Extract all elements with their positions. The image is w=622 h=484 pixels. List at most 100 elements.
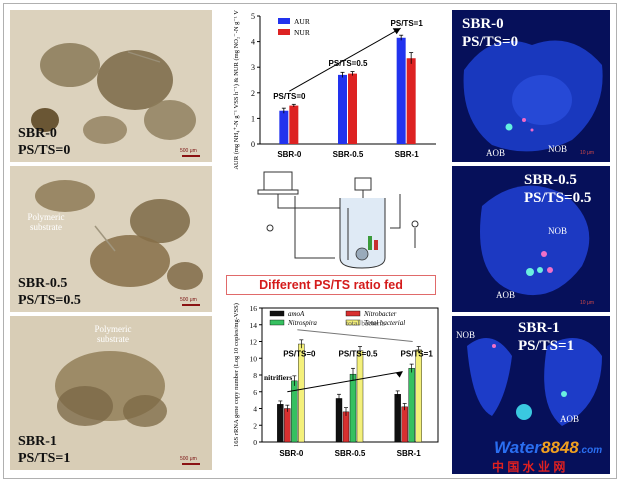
- legend-swatch: [269, 310, 285, 317]
- panel-label-psts: PS/TS=0.5: [18, 293, 81, 308]
- ps-ts-annotation: PS/TS=0: [283, 350, 316, 359]
- reactor-diagram: [257, 171, 419, 269]
- panel-label-psts: PS/TS=1: [18, 451, 71, 466]
- y-tick-label: 14: [250, 321, 258, 330]
- panel-label-sbr: SBR-0.5: [524, 172, 577, 188]
- total-bacteria-annotation: total bacteria: [346, 319, 386, 328]
- legend-swatch: [345, 310, 361, 317]
- bar-nitrobacter: [284, 408, 291, 443]
- scale-bar: [182, 155, 200, 157]
- watermark-brand: Water8848.com: [494, 438, 602, 458]
- trend-arrow-head: [392, 28, 401, 35]
- fish-image-sbr-05: SBR-0.5 PS/TS=0.5 NOB AOB 10 μm: [452, 166, 610, 312]
- scale-bar: [182, 304, 200, 306]
- bar-total-bacterial: [415, 349, 422, 443]
- y-tick-label: 3: [251, 63, 255, 72]
- nitrifier-trend-arrow: [287, 371, 403, 393]
- bar-nitrobacter: [401, 406, 408, 443]
- scale-label: 10 μm: [580, 150, 594, 156]
- panel-label-sbr: SBR-0.5: [18, 276, 68, 291]
- legend-label-aur: AUR: [294, 17, 310, 26]
- y-tick-label: 16: [250, 304, 258, 313]
- x-tick-label: SBR-0: [279, 449, 304, 458]
- watermark-brand-num: 8848: [540, 438, 579, 457]
- bar-aur: [338, 74, 347, 144]
- panel-label-sbr: SBR-1: [518, 320, 560, 336]
- y-tick-label: 4: [251, 38, 255, 47]
- panel-label-psts: PS/TS=0: [18, 143, 71, 158]
- ps-ts-annotation: PS/TS=0: [273, 92, 306, 101]
- panel-label-sbr: SBR-1: [18, 434, 57, 449]
- aob-label: AOB: [560, 414, 580, 424]
- legend-swatch: [345, 319, 361, 326]
- floc-image: [10, 166, 212, 312]
- x-tick-label: SBR-1: [397, 449, 422, 458]
- y-tick-label: 1: [251, 114, 255, 123]
- watermark-brand-left: Water: [494, 438, 541, 457]
- legend-label-nur: NUR: [294, 28, 310, 37]
- bar-aur: [279, 110, 289, 144]
- fish-image: [452, 316, 610, 436]
- nob-label: NOB: [456, 330, 476, 340]
- ps-ts-banner: Different PS/TS ratio fed: [226, 275, 436, 295]
- trend-arrow: [289, 27, 401, 92]
- panel-label-sbr: SBR-0: [462, 16, 504, 32]
- scale-label: 10 μm: [580, 300, 594, 306]
- legend-label: Nitrospira: [287, 319, 317, 327]
- bar-aur: [396, 37, 406, 144]
- bar-total-bacterial: [298, 343, 305, 443]
- y-tick-label: 4: [253, 405, 257, 414]
- watermark: Water8848.com 中 国 水 业 网: [452, 436, 610, 474]
- legend-swatch: [269, 319, 285, 326]
- micrograph-sbr-1: Polymeric substrate SBR-1 PS/TS=1 500 μm: [10, 316, 212, 470]
- ps-ts-annotation: PS/TS=1: [391, 19, 424, 28]
- bar-amoa: [335, 398, 343, 443]
- figure-frame: [3, 3, 617, 479]
- x-tick-label: SBR-1: [395, 150, 420, 159]
- nitrifier-arrow-head: [395, 371, 403, 378]
- rate-chart-svg: 0 1 2 3 4 5 AUR (mg NH₄⁺-N g⁻¹ VSS h⁻¹) & NUR …: [233, 0, 436, 170]
- ps-ts-annotation: PS/TS=0.5: [329, 59, 368, 68]
- fish-image-sbr-0: SBR-0 PS/TS=0 AOB NOB 10 μm: [452, 10, 610, 162]
- fish-image: [452, 166, 610, 312]
- panel-label-sbr: SBR-0: [18, 126, 57, 141]
- total-trend-arrow: [297, 329, 413, 342]
- bar-nitrospira: [349, 373, 357, 443]
- y-tick-label: 12: [250, 338, 258, 347]
- scale-label: 500 μm: [180, 297, 197, 303]
- x-tick-label: SBR-0: [277, 150, 302, 159]
- scale-bar: [182, 463, 200, 465]
- x-tick-label: SBR-0.5: [335, 449, 366, 458]
- legend-label: Total bacterial: [364, 319, 405, 327]
- scale-label: 500 μm: [180, 148, 197, 154]
- bar-total-bacterial: [356, 350, 364, 443]
- nob-label: NOB: [548, 144, 568, 154]
- y-tick-label: 10: [250, 354, 258, 363]
- floc-image: [10, 316, 212, 470]
- legend-label: amoA: [288, 310, 305, 318]
- ps-ts-annotation: PS/TS=0.5: [339, 350, 378, 359]
- legend-swatch-nur: [278, 29, 290, 35]
- x-tick-label: SBR-0.5: [333, 150, 364, 159]
- gene-copy-chart-svg: 0 2 4 6 8 10 12 14 16 16S rRNA gene copy number (…: [233, 303, 439, 458]
- watermark-brand-tld: .com: [578, 445, 603, 456]
- scale-label: 500 μm: [180, 456, 197, 462]
- legend-swatch-aur: [278, 18, 290, 24]
- nob-label: NOB: [548, 226, 568, 236]
- y-tick-label: 5: [251, 12, 255, 21]
- gene-copy-chart: 0 2 4 6 8 10 12 14 16 16S rRNA gene copy number (…: [226, 300, 444, 470]
- y-axis-label: 16S rRNA gene copy number (Log 10 copies…: [233, 303, 240, 447]
- floc-image: [10, 10, 212, 162]
- y-tick-label: 2: [251, 89, 255, 98]
- bar-nur: [348, 73, 357, 144]
- nitrifiers-annotation: nitrifiers: [264, 373, 292, 382]
- legend-label: Nitrobacter: [363, 310, 397, 318]
- bar-amoa: [394, 394, 401, 443]
- y-tick-label: 0: [253, 438, 257, 447]
- bar-amoa: [277, 404, 284, 443]
- bar-nitrobacter: [342, 411, 350, 443]
- panel-label-psts: PS/TS=0: [462, 34, 519, 50]
- bar-nur: [289, 105, 299, 144]
- polymeric-substrate-label: Polymeric substrate: [27, 212, 65, 232]
- fish-image: [452, 10, 610, 162]
